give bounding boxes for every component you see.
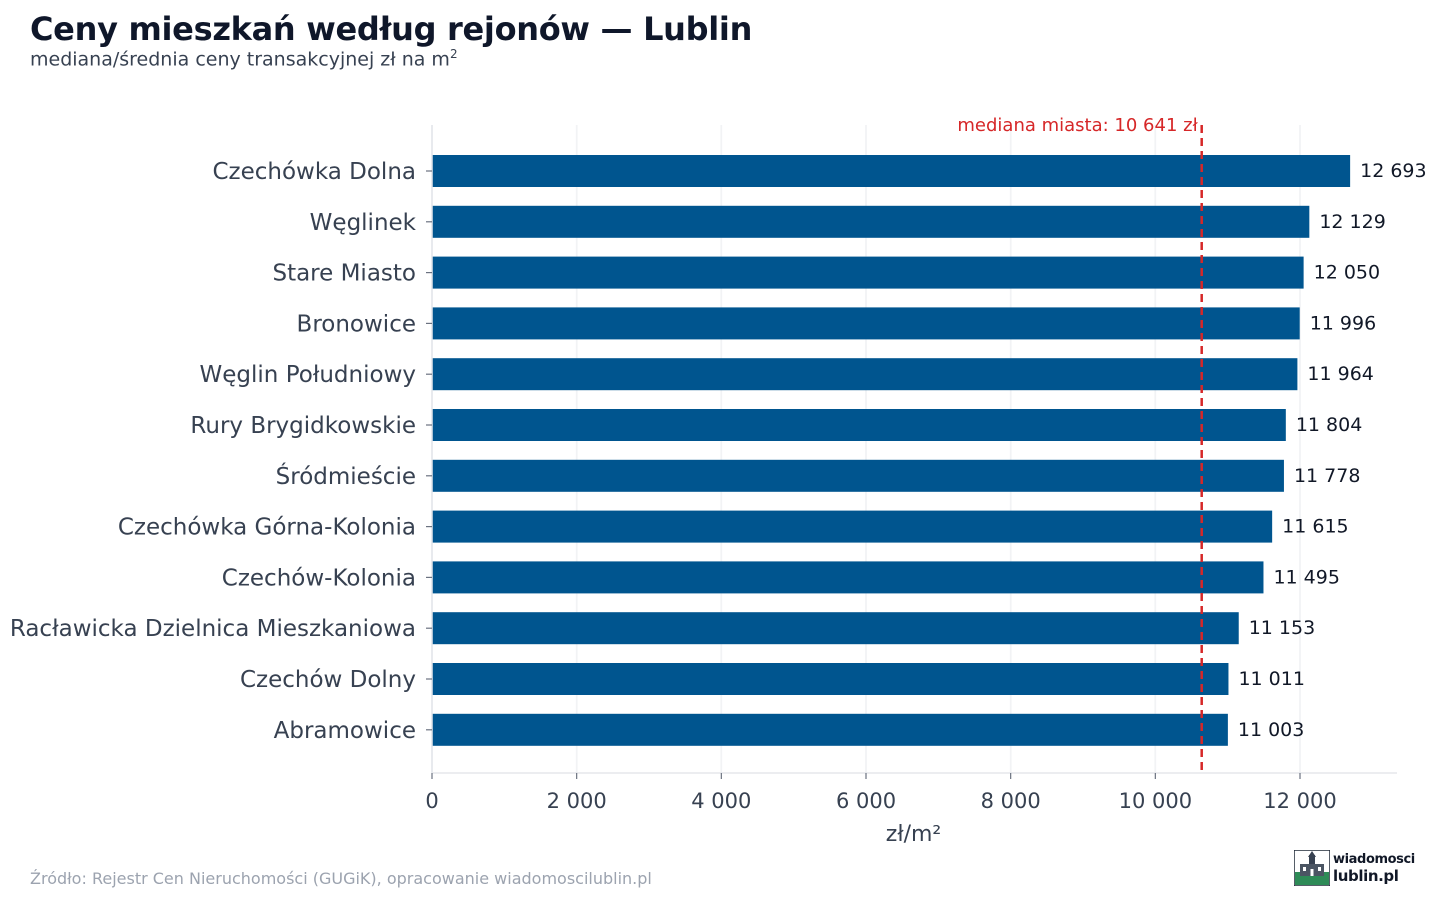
value-label-1: 12 129 <box>1319 211 1385 233</box>
bar-2 <box>432 256 1304 289</box>
bar-5 <box>432 409 1286 441</box>
value-label-6: 11 778 <box>1294 465 1360 487</box>
category-label-9: Racławicka Dzielnica Mieszkaniowa <box>10 616 416 642</box>
bar-11 <box>432 713 1228 746</box>
category-label-8: Czechów-Kolonia <box>222 565 416 591</box>
subtitle-text: mediana/średnia ceny transakcyjnej zł na… <box>30 48 450 71</box>
value-label-9: 11 153 <box>1249 617 1315 639</box>
bar-3 <box>432 307 1300 340</box>
town-hall-logo-icon <box>1294 850 1330 886</box>
x-axis-title: zł/m² <box>886 822 941 847</box>
bars <box>432 155 1351 746</box>
category-label-0: Czechówka Dolna <box>212 159 416 185</box>
category-label-6: Śródmieście <box>276 462 416 490</box>
bar-4 <box>432 358 1298 391</box>
logo-line-2: lublin.pl <box>1333 867 1399 885</box>
x-tick-label-4: 8 000 <box>981 789 1041 813</box>
subtitle-superscript: 2 <box>449 47 458 61</box>
value-label-5: 11 804 <box>1296 414 1362 436</box>
x-tick-label-1: 2 000 <box>547 789 607 813</box>
category-label-5: Rury Brygidkowskie <box>190 413 416 439</box>
x-tick-label-5: 10 000 <box>1119 789 1192 813</box>
bar-1 <box>432 205 1310 238</box>
x-tick-label-6: 12 000 <box>1263 789 1336 813</box>
logo-line-1: wiadomosci <box>1333 852 1415 867</box>
labels: 0 2 000 4 000 6 000 8 000 10 000 12 000 zł/m² Cz… <box>10 159 1427 847</box>
category-label-2: Stare Miasto <box>272 261 416 287</box>
chart-subtitle: mediana/średnia ceny transakcyjnej zł na… <box>30 47 458 70</box>
bar-7 <box>432 510 1273 543</box>
bar-8 <box>432 561 1264 594</box>
value-label-7: 11 615 <box>1282 516 1348 538</box>
category-label-7: Czechówka Górna-Kolonia <box>118 515 416 541</box>
bar-10 <box>432 663 1229 695</box>
category-label-4: Węglin Południowy <box>200 362 416 388</box>
category-label-3: Bronowice <box>297 311 416 337</box>
value-label-0: 12 693 <box>1360 160 1426 182</box>
x-tick-label-2: 4 000 <box>691 789 751 813</box>
value-label-11: 11 003 <box>1238 719 1304 741</box>
x-tick-label-0: 0 <box>425 789 438 813</box>
value-label-8: 11 495 <box>1273 566 1339 588</box>
value-label-4: 11 964 <box>1307 363 1373 385</box>
median-reference: mediana miasta: 10 641 zł <box>957 115 1203 773</box>
value-label-2: 12 050 <box>1314 262 1380 284</box>
value-label-3: 11 996 <box>1310 312 1376 334</box>
publisher-logo[interactable]: wiadomosci lublin.pl <box>1294 850 1415 886</box>
median-label: mediana miasta: 10 641 zł <box>957 115 1198 136</box>
value-label-10: 11 011 <box>1238 668 1304 690</box>
source-note: Źródło: Rejestr Cen Nieruchomości (GUGiK… <box>30 869 652 888</box>
category-label-11: Abramowice <box>274 718 416 744</box>
category-label-1: Węglinek <box>310 210 417 236</box>
bar-0 <box>432 155 1351 187</box>
category-label-10: Czechów Dolny <box>240 667 416 693</box>
axes <box>426 125 1397 779</box>
bar-9 <box>432 612 1239 645</box>
x-tick-label-3: 6 000 <box>836 789 896 813</box>
bar-6 <box>432 459 1284 492</box>
chart-title: Ceny mieszkań według rejonów — Lublin <box>30 10 753 48</box>
